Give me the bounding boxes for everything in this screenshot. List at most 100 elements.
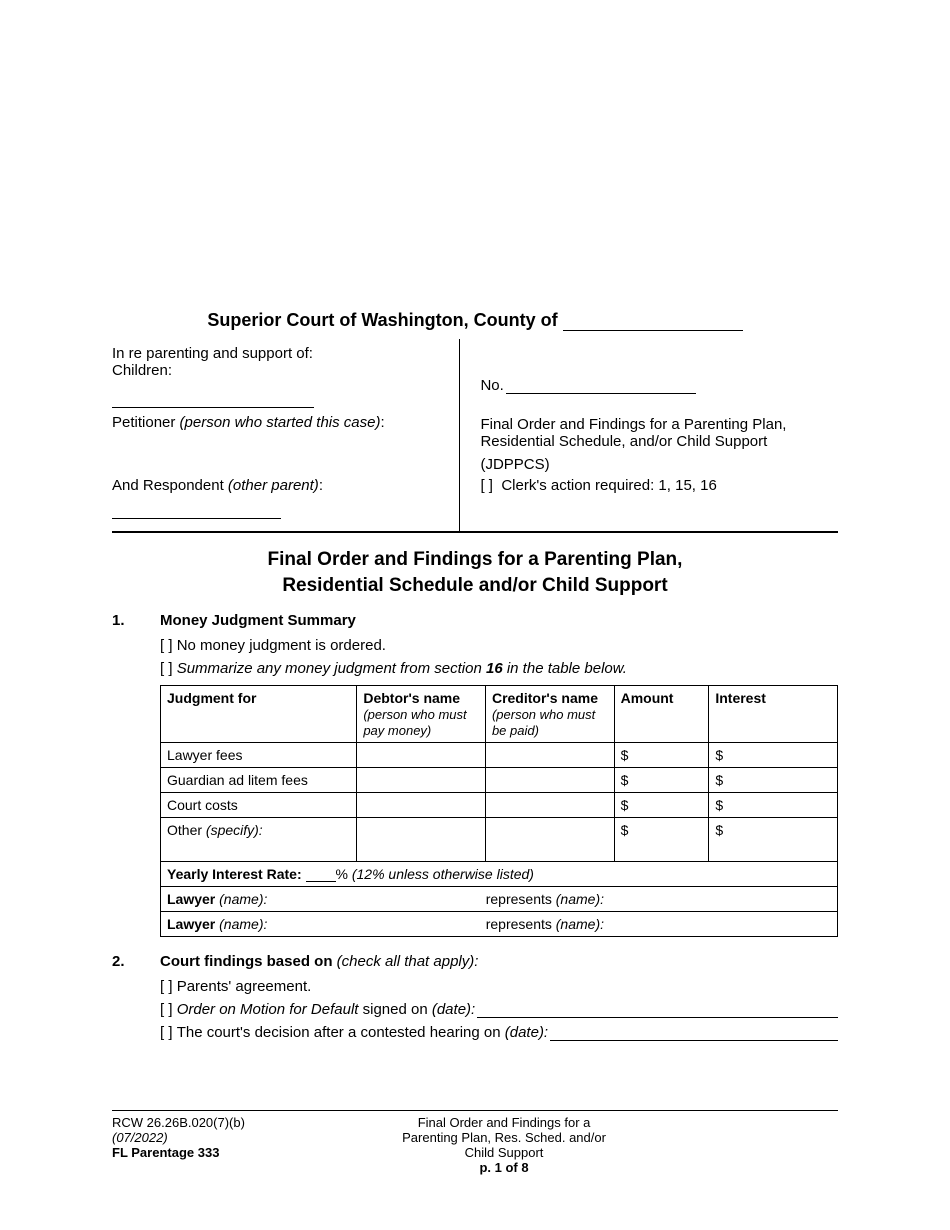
children-fill-line[interactable] — [112, 407, 314, 408]
s2-optb-note: (date): — [432, 1001, 475, 1018]
represents2-label: represents — [486, 916, 556, 932]
respondent-fill-line[interactable] — [112, 518, 281, 519]
table-row: Lawyer fees$$ — [161, 743, 838, 768]
s2-heading-note: (check all that apply): — [337, 953, 479, 970]
th-judgment: Judgment for — [161, 686, 357, 743]
doc-title-line1: Final Order and Findings for a Parenting… — [112, 547, 838, 573]
spacer — [480, 345, 838, 377]
th-debtor-label: Debtor's name — [363, 690, 460, 706]
footer-title-l1: Final Order and Findings for a — [352, 1115, 657, 1130]
lawyer1-note: (name): — [219, 891, 267, 907]
cell-amount[interactable]: $ — [614, 768, 709, 793]
judgment-table: Judgment for Debtor's name (person who m… — [160, 685, 838, 937]
footer-right — [657, 1115, 839, 1175]
case-title: Final Order and Findings for a Parenting… — [480, 416, 838, 450]
caption-box: In re parenting and support of: Children… — [112, 339, 838, 533]
cell-other-debtor[interactable] — [357, 818, 486, 862]
cell-other-label: Other (specify): — [161, 818, 357, 862]
s1-optb-pre: Summarize any money judgment from sectio… — [177, 660, 486, 677]
lawyer2-label: Lawyer — [167, 916, 219, 932]
yearly-rate-label: Yearly Interest Rate: — [167, 866, 306, 882]
cell-other-interest[interactable]: $ — [709, 818, 838, 862]
th-debtor-sub: (person who must pay money) — [363, 707, 466, 738]
footer-title-l3: Child Support — [352, 1145, 657, 1160]
court-header: Superior Court of Washington, County of — [112, 310, 838, 331]
yearly-rate-suffix: % — [336, 866, 352, 882]
clerk-checkbox[interactable]: [ ] — [480, 477, 493, 494]
s2-checkbox-a[interactable]: [ ] — [160, 978, 173, 995]
table-row-yearly-rate: Yearly Interest Rate: % (12% unless othe… — [161, 862, 838, 887]
s2-optc-pre: The court's decision after a contested h… — [177, 1024, 505, 1041]
case-no-blank[interactable] — [506, 393, 696, 394]
cell-creditor[interactable] — [485, 768, 614, 793]
s1-opta-text: No money judgment is ordered. — [177, 637, 386, 654]
document-title: Final Order and Findings for a Parenting… — [112, 547, 838, 598]
cell-debtor[interactable] — [357, 768, 486, 793]
th-debtor: Debtor's name (person who must pay money… — [357, 686, 486, 743]
doc-title-line2: Residential Schedule and/or Child Suppor… — [112, 573, 838, 599]
cell-amount[interactable]: $ — [614, 793, 709, 818]
s1-checkbox-b[interactable]: [ ] — [160, 660, 173, 677]
th-creditor-label: Creditor's name — [492, 690, 598, 706]
s1-optb-bold: 16 — [486, 660, 503, 677]
lawyer2-note: (name): — [219, 916, 267, 932]
cell-creditor[interactable] — [485, 793, 614, 818]
cell-yearly-rate: Yearly Interest Rate: % (12% unless othe… — [161, 862, 838, 887]
cell-interest[interactable]: $ — [709, 743, 838, 768]
cell-debtor[interactable] — [357, 793, 486, 818]
in-re-line: In re parenting and support of: — [112, 345, 449, 362]
s2-optb-blank[interactable] — [477, 1017, 838, 1018]
s1-option-a[interactable]: [ ] No money judgment is ordered. — [160, 637, 838, 654]
petitioner-label: Petitioner — [112, 414, 180, 431]
s2-checkbox-b[interactable]: [ ] — [160, 1001, 173, 1018]
s2-optc-lead: [ ] The court's decision after a contest… — [160, 1024, 548, 1041]
cell-amount[interactable]: $ — [614, 743, 709, 768]
footer-title-l2: Parenting Plan, Res. Sched. and/or — [352, 1130, 657, 1145]
cell-lawyer-1: Lawyer (name): represents (name): — [161, 887, 838, 912]
s2-option-c[interactable]: [ ] The court's decision after a contest… — [160, 1024, 838, 1041]
s2-optc-blank[interactable] — [550, 1040, 838, 1041]
th-creditor-sub: (person who must be paid) — [492, 707, 595, 738]
cell-other-creditor[interactable] — [485, 818, 614, 862]
page-container: Superior Court of Washington, County of … — [0, 0, 950, 1103]
cell-other-amount[interactable]: $ — [614, 818, 709, 862]
footer-form: FL Parentage 333 — [112, 1145, 352, 1160]
represents1-note: (name): — [556, 891, 604, 907]
other-spec: (specify): — [206, 822, 263, 838]
s2-opta-text: Parents' agreement. — [177, 978, 312, 995]
s2-optc-note: (date): — [505, 1024, 548, 1041]
lawyer1-label: Lawyer — [167, 891, 219, 907]
respondent-line: And Respondent (other parent): — [112, 477, 449, 494]
cell-debtor[interactable] — [357, 743, 486, 768]
court-header-text: Superior Court of Washington, County of — [207, 310, 562, 330]
s2-option-b[interactable]: [ ] Order on Motion for Default signed o… — [160, 1001, 838, 1018]
s2-checkbox-c[interactable]: [ ] — [160, 1024, 173, 1041]
yearly-rate-blank[interactable] — [306, 881, 336, 882]
represents2-note: (name): — [556, 916, 604, 932]
th-interest: Interest — [709, 686, 838, 743]
s1-checkbox-a[interactable]: [ ] — [160, 637, 173, 654]
s2-optb-pre: Order on Motion for Default — [177, 1001, 359, 1018]
respondent-label: And Respondent — [112, 477, 228, 494]
th-amount: Amount — [614, 686, 709, 743]
s2-option-a[interactable]: [ ] Parents' agreement. — [160, 978, 838, 995]
cell-creditor[interactable] — [485, 743, 614, 768]
caption-right: No. Final Order and Findings for a Paren… — [460, 339, 838, 531]
section-2: 2. Court findings based on (check all th… — [112, 953, 838, 1047]
represents1-label: represents — [486, 891, 556, 907]
footer-page: p. 1 of 8 — [352, 1160, 657, 1175]
table-row-lawyer-2: Lawyer (name): represents (name): — [161, 912, 838, 937]
table-row-other: Other (specify): $ $ — [161, 818, 838, 862]
county-blank[interactable] — [563, 330, 743, 331]
clerk-action-row[interactable]: [ ] Clerk's action required: 1, 15, 16 — [480, 477, 838, 494]
section-1-body: Money Judgment Summary [ ] No money judg… — [160, 612, 838, 947]
case-no-row: No. — [480, 377, 838, 394]
s1-option-b[interactable]: [ ] Summarize any money judgment from se… — [160, 660, 838, 677]
section-1-heading: Money Judgment Summary — [160, 612, 838, 629]
cell-lawyer-2: Lawyer (name): represents (name): — [161, 912, 838, 937]
cell-interest[interactable]: $ — [709, 768, 838, 793]
no-label: No. — [480, 377, 503, 394]
s2-optb-mid: signed on — [358, 1001, 431, 1018]
cell-interest[interactable]: $ — [709, 793, 838, 818]
table-header-row: Judgment for Debtor's name (person who m… — [161, 686, 838, 743]
